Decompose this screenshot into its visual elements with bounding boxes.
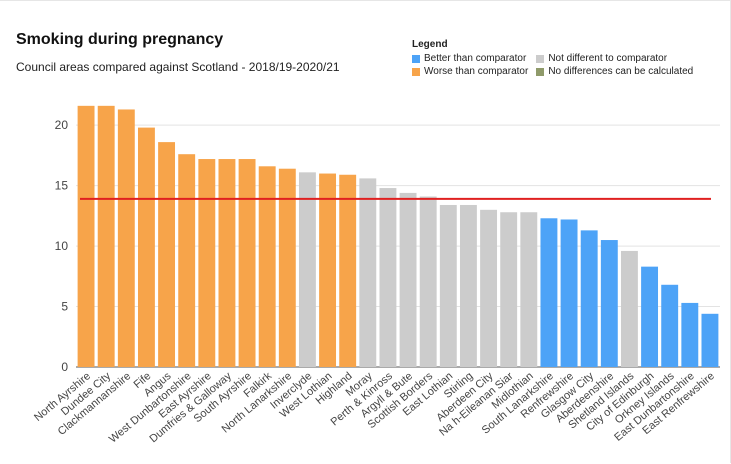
bar[interactable] bbox=[258, 166, 276, 367]
bars bbox=[77, 105, 719, 368]
bar[interactable] bbox=[238, 159, 256, 367]
bar[interactable] bbox=[620, 250, 638, 367]
bar[interactable] bbox=[137, 127, 155, 367]
bar[interactable] bbox=[399, 192, 417, 367]
bar[interactable] bbox=[198, 159, 216, 367]
legend: Legend Better than comparator Not differ… bbox=[412, 39, 693, 77]
bar[interactable] bbox=[500, 212, 518, 367]
bar[interactable] bbox=[419, 196, 437, 367]
bar[interactable] bbox=[540, 218, 558, 367]
bar[interactable] bbox=[298, 172, 316, 367]
bar[interactable] bbox=[278, 168, 296, 367]
legend-swatch-better bbox=[412, 54, 420, 63]
y-tick-label: 0 bbox=[61, 360, 68, 374]
legend-item-worse: Worse than comparator bbox=[412, 66, 528, 77]
legend-title: Legend bbox=[412, 39, 448, 50]
y-tick-label: 20 bbox=[55, 118, 69, 132]
legend-label-not-different: Not different to comparator bbox=[548, 53, 668, 64]
legend-item-not-different: Not different to comparator bbox=[536, 53, 693, 64]
legend-label-better: Better than comparator bbox=[424, 53, 527, 64]
bar[interactable] bbox=[379, 188, 397, 367]
legend-label-no-difference: No differences can be calculated bbox=[548, 66, 694, 77]
bar[interactable] bbox=[439, 204, 457, 367]
bar[interactable] bbox=[319, 173, 337, 367]
legend-swatch-worse bbox=[412, 67, 420, 76]
y-axis: 0 5 10 15 20 bbox=[55, 118, 69, 374]
chart-title: Smoking during pregnancy bbox=[16, 31, 224, 48]
bar[interactable] bbox=[701, 313, 719, 367]
bar[interactable] bbox=[641, 266, 659, 367]
legend-label-worse: Worse than comparator bbox=[424, 66, 529, 77]
bar[interactable] bbox=[359, 178, 377, 367]
bar[interactable] bbox=[77, 105, 95, 367]
bar[interactable] bbox=[600, 240, 618, 367]
legend-item-no-difference: No differences can be calculated bbox=[536, 66, 693, 77]
legend-swatch-no-difference bbox=[536, 67, 545, 76]
bar[interactable] bbox=[459, 204, 477, 367]
chart-subtitle: Council areas compared against Scotland … bbox=[16, 60, 340, 74]
bar[interactable] bbox=[520, 212, 538, 367]
legend-swatch-not-different bbox=[536, 54, 545, 63]
bar[interactable] bbox=[560, 219, 578, 367]
y-tick-label: 10 bbox=[55, 239, 69, 253]
bar[interactable] bbox=[117, 109, 135, 368]
bar[interactable] bbox=[661, 284, 679, 367]
legend-item-better: Better than comparator bbox=[412, 53, 528, 64]
y-tick-label: 15 bbox=[55, 179, 69, 193]
bar[interactable] bbox=[178, 154, 196, 367]
y-tick-label: 5 bbox=[61, 300, 68, 314]
bar[interactable] bbox=[580, 230, 598, 367]
bar[interactable] bbox=[480, 209, 498, 367]
bar[interactable] bbox=[681, 302, 699, 367]
bar[interactable] bbox=[97, 105, 115, 367]
bar[interactable] bbox=[339, 174, 357, 367]
bar[interactable] bbox=[158, 142, 176, 367]
bar[interactable] bbox=[218, 159, 236, 367]
